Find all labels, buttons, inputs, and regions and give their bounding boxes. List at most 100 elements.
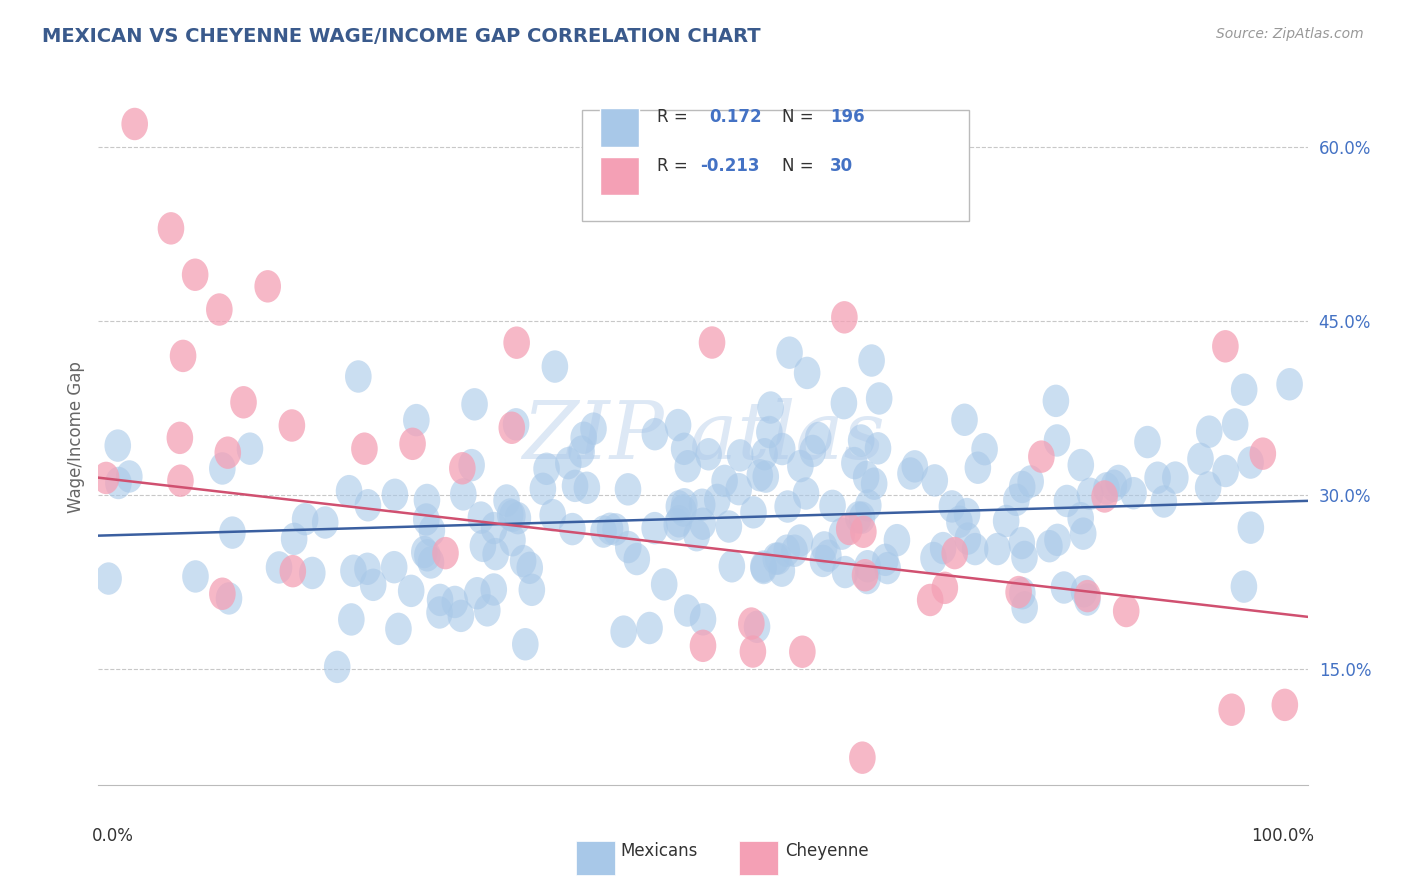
Ellipse shape — [806, 422, 831, 454]
FancyBboxPatch shape — [740, 840, 778, 875]
Ellipse shape — [749, 550, 776, 582]
Ellipse shape — [849, 501, 876, 534]
Ellipse shape — [581, 412, 607, 445]
Ellipse shape — [413, 503, 440, 536]
Ellipse shape — [215, 436, 240, 469]
Ellipse shape — [219, 516, 246, 549]
Ellipse shape — [775, 491, 801, 523]
Ellipse shape — [503, 409, 530, 441]
Text: Mexicans: Mexicans — [621, 842, 699, 860]
Ellipse shape — [292, 503, 318, 535]
FancyBboxPatch shape — [600, 108, 638, 146]
Ellipse shape — [1187, 442, 1213, 475]
Ellipse shape — [533, 452, 560, 485]
Ellipse shape — [875, 552, 901, 584]
Ellipse shape — [1135, 425, 1161, 458]
Ellipse shape — [1018, 466, 1043, 498]
Ellipse shape — [207, 293, 232, 326]
Ellipse shape — [845, 501, 872, 533]
Text: -0.213: -0.213 — [700, 157, 761, 175]
Ellipse shape — [953, 498, 980, 531]
Ellipse shape — [932, 572, 957, 604]
Ellipse shape — [1197, 416, 1223, 448]
Ellipse shape — [1195, 471, 1222, 504]
Ellipse shape — [865, 432, 891, 465]
Ellipse shape — [858, 344, 884, 376]
Ellipse shape — [831, 301, 858, 334]
Ellipse shape — [711, 465, 738, 497]
FancyBboxPatch shape — [582, 110, 969, 221]
Ellipse shape — [458, 449, 485, 482]
Ellipse shape — [426, 596, 453, 629]
Ellipse shape — [832, 556, 859, 589]
Ellipse shape — [1077, 477, 1104, 510]
Text: R =: R = — [657, 157, 693, 175]
Ellipse shape — [562, 469, 588, 502]
Ellipse shape — [665, 505, 692, 538]
Ellipse shape — [810, 545, 837, 577]
Ellipse shape — [602, 513, 628, 546]
Ellipse shape — [157, 212, 184, 244]
Ellipse shape — [450, 478, 477, 510]
Text: Cheyenne: Cheyenne — [785, 842, 869, 860]
Ellipse shape — [610, 615, 637, 648]
Ellipse shape — [494, 484, 520, 516]
Ellipse shape — [993, 505, 1019, 537]
Ellipse shape — [354, 489, 381, 522]
Ellipse shape — [209, 577, 236, 610]
Ellipse shape — [481, 512, 508, 544]
Ellipse shape — [786, 524, 813, 557]
Ellipse shape — [820, 490, 846, 522]
Ellipse shape — [266, 551, 292, 583]
Ellipse shape — [773, 534, 800, 567]
Ellipse shape — [1043, 425, 1070, 457]
Ellipse shape — [946, 506, 973, 538]
Ellipse shape — [121, 108, 148, 140]
Text: 0.0%: 0.0% — [93, 827, 134, 845]
Ellipse shape — [1150, 485, 1177, 517]
Text: ZIP atlas: ZIP atlas — [522, 399, 884, 475]
Ellipse shape — [104, 429, 131, 462]
Ellipse shape — [787, 450, 814, 483]
Ellipse shape — [1050, 571, 1077, 604]
Ellipse shape — [181, 259, 208, 291]
Text: N =: N = — [782, 157, 813, 175]
Ellipse shape — [675, 450, 702, 483]
Ellipse shape — [765, 542, 792, 574]
Text: R =: R = — [657, 108, 693, 126]
Ellipse shape — [404, 404, 430, 436]
Ellipse shape — [1230, 374, 1257, 406]
Ellipse shape — [800, 434, 827, 467]
Ellipse shape — [855, 562, 882, 594]
Ellipse shape — [381, 479, 408, 511]
Ellipse shape — [340, 555, 367, 587]
Ellipse shape — [1212, 330, 1239, 362]
Ellipse shape — [815, 540, 842, 572]
Text: N =: N = — [782, 108, 813, 126]
Ellipse shape — [254, 270, 281, 302]
Ellipse shape — [105, 467, 132, 500]
Ellipse shape — [782, 534, 808, 567]
Ellipse shape — [1250, 437, 1277, 470]
Ellipse shape — [1074, 583, 1101, 615]
Ellipse shape — [696, 438, 721, 470]
Ellipse shape — [828, 517, 855, 549]
Ellipse shape — [841, 447, 868, 479]
Ellipse shape — [690, 603, 716, 635]
Ellipse shape — [1008, 527, 1035, 559]
Ellipse shape — [860, 467, 887, 500]
Ellipse shape — [499, 500, 526, 533]
Ellipse shape — [614, 473, 641, 506]
Ellipse shape — [352, 433, 378, 465]
Ellipse shape — [747, 459, 773, 491]
Ellipse shape — [952, 403, 977, 436]
Ellipse shape — [117, 460, 142, 492]
Ellipse shape — [1010, 471, 1035, 503]
Ellipse shape — [929, 532, 956, 565]
Ellipse shape — [381, 551, 408, 583]
Ellipse shape — [1212, 455, 1239, 487]
Ellipse shape — [883, 524, 910, 557]
Ellipse shape — [853, 460, 879, 493]
Ellipse shape — [1045, 524, 1071, 556]
Ellipse shape — [897, 458, 924, 490]
